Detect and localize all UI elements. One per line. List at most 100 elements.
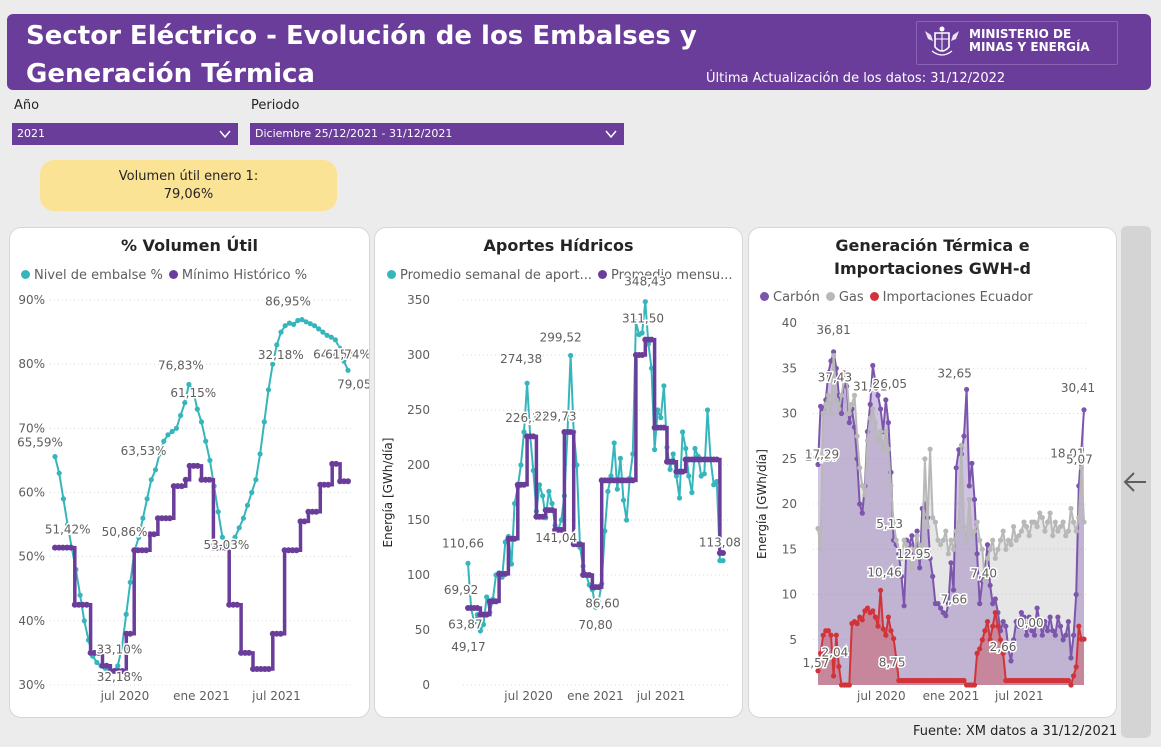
data-point — [658, 415, 664, 421]
data-point — [558, 517, 564, 523]
data-point — [701, 471, 707, 477]
legend-item[interactable]: Gas — [825, 290, 864, 305]
data-point — [316, 326, 322, 332]
data-point — [904, 542, 910, 548]
data-point — [919, 542, 925, 548]
data-point — [301, 518, 308, 525]
data-point — [655, 407, 661, 413]
chart-title: % Volumen Útil — [120, 236, 259, 255]
data-point — [883, 429, 889, 435]
year-dropdown[interactable]: 2021 — [12, 123, 238, 145]
data-label: 86,95% — [265, 295, 311, 309]
data-point — [828, 410, 834, 417]
data-point — [961, 677, 967, 684]
y-tick-label: 90% — [18, 293, 45, 307]
data-label: 49,17 — [451, 640, 485, 654]
y-tick-label: 25 — [782, 452, 797, 466]
data-point — [1055, 528, 1061, 534]
data-point — [692, 445, 698, 452]
data-point — [720, 550, 726, 556]
data-point — [676, 495, 683, 501]
data-point — [995, 623, 1001, 629]
data-point — [480, 621, 487, 628]
data-point — [927, 555, 933, 561]
data-point — [660, 424, 667, 431]
data-point — [1081, 519, 1087, 525]
x-tick-label: jul 2021 — [994, 689, 1044, 703]
data-point — [1071, 632, 1077, 638]
data-point — [595, 584, 602, 591]
data-label: 12,95 — [897, 547, 931, 561]
data-point — [979, 637, 985, 643]
legend-item[interactable]: Promedio mensu... — [597, 268, 733, 283]
data-point — [1039, 632, 1045, 638]
data-label: 32,18% — [258, 348, 304, 362]
data-point — [846, 410, 852, 417]
data-point — [206, 476, 213, 483]
data-point — [880, 626, 886, 632]
chart-legend: Promedio semanal de aport... Promedio men… — [387, 268, 739, 283]
data-point — [103, 662, 110, 669]
x-tick-label: ene 2021 — [173, 689, 230, 703]
data-point — [605, 488, 611, 494]
data-label: 1,57 — [803, 656, 830, 670]
data-point — [257, 451, 263, 457]
data-point — [867, 401, 873, 407]
data-point — [1065, 528, 1071, 534]
volumen-util-chart: 90% 80% 70% 60% 50% 40% 30% jul 2020 ene 2021 jul… — [16, 293, 369, 703]
data-point — [984, 619, 991, 625]
data-point — [1008, 658, 1014, 664]
data-point — [307, 321, 313, 327]
arrow-left-icon[interactable] — [1121, 469, 1151, 495]
chart-legend: Nivel de embalse % Mínimo Histórico % — [21, 268, 313, 283]
data-label: 5,07 — [1066, 453, 1093, 467]
data-point — [987, 637, 993, 643]
data-point — [825, 370, 831, 376]
data-point — [893, 537, 899, 543]
data-point — [854, 433, 860, 439]
legend-item[interactable]: Promedio semanal de aport... — [387, 268, 592, 283]
data-point — [1026, 533, 1032, 539]
data-point — [1057, 623, 1064, 629]
data-point — [938, 542, 944, 548]
data-point — [862, 492, 868, 498]
data-point — [689, 489, 695, 496]
data-point — [620, 497, 627, 503]
data-point — [872, 420, 878, 426]
data-point — [530, 467, 536, 474]
data-point — [953, 528, 959, 534]
data-point — [935, 537, 941, 543]
legend-item[interactable]: Nivel de embalse % — [21, 268, 163, 283]
y-tick-label: 350 — [407, 293, 430, 307]
data-point — [909, 533, 915, 539]
data-point — [872, 379, 878, 385]
data-point — [1016, 533, 1022, 539]
x-tick-label: jul 2021 — [636, 689, 686, 703]
data-point — [935, 601, 941, 607]
data-point — [864, 438, 871, 444]
x-tick-label: jul 2020 — [503, 689, 553, 703]
data-point — [992, 610, 998, 616]
data-point — [1011, 637, 1017, 643]
data-point — [203, 438, 209, 444]
data-point — [178, 412, 184, 419]
data-point — [885, 614, 891, 620]
data-point — [240, 515, 246, 521]
data-point — [885, 420, 891, 426]
legend-item[interactable]: Carbón — [760, 290, 820, 305]
data-point — [1018, 528, 1024, 534]
legend-item[interactable]: Importaciones Ecuador — [869, 290, 1033, 305]
data-label: 348,43 — [624, 275, 666, 289]
data-point — [971, 682, 978, 688]
data-point — [1047, 614, 1053, 620]
data-point — [244, 502, 251, 508]
legend-item[interactable]: Mínimo Histórico % — [168, 268, 307, 283]
data-point — [56, 470, 62, 476]
data-point — [956, 447, 962, 453]
data-point — [875, 392, 881, 398]
data-point — [977, 601, 983, 607]
data-label: 63,87 — [448, 618, 482, 632]
data-point — [261, 419, 267, 425]
period-dropdown[interactable]: Diciembre 25/12/2021 - 31/12/2021 — [250, 123, 624, 145]
data-point — [713, 456, 720, 463]
